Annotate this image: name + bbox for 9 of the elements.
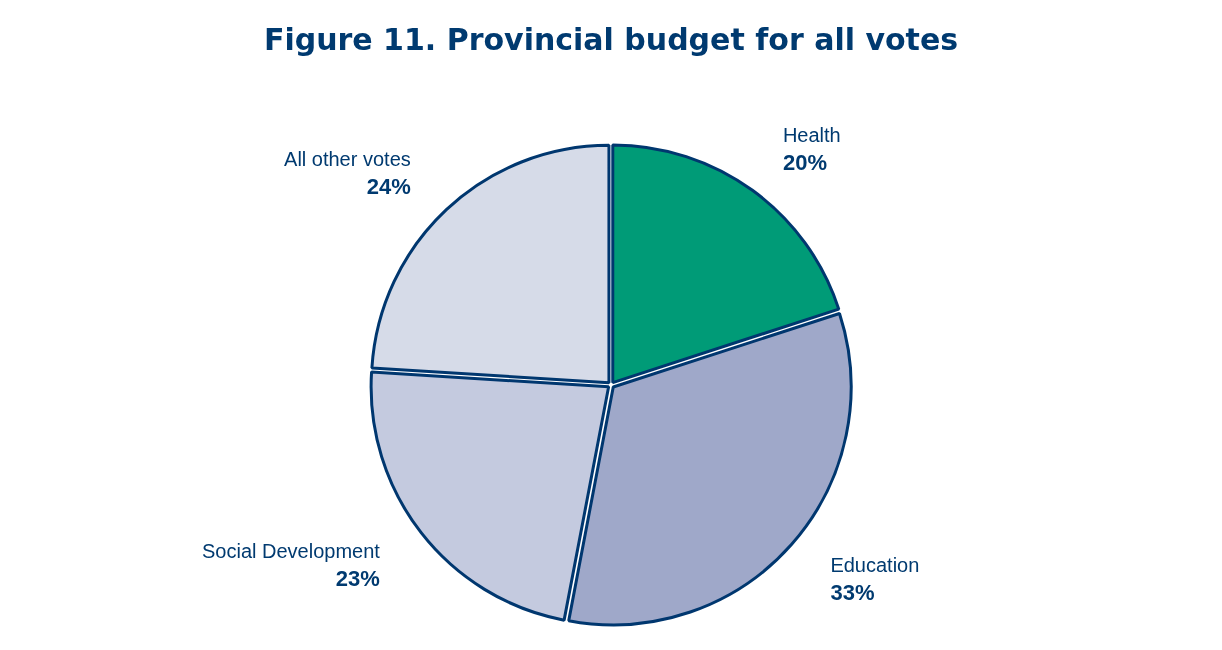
- slice-label: Social Development: [202, 540, 381, 563]
- slice-label: Health: [782, 124, 841, 147]
- slice-label: Education: [830, 554, 920, 577]
- chart-title: Figure 11. Provincial budget for all votes: [263, 21, 959, 57]
- data-label: 24%: [366, 173, 411, 199]
- data-label: 23%: [335, 566, 380, 592]
- data-label: 33%: [830, 580, 875, 606]
- slice-label: All other votes: [284, 147, 411, 170]
- data-label: 20%: [782, 150, 827, 176]
